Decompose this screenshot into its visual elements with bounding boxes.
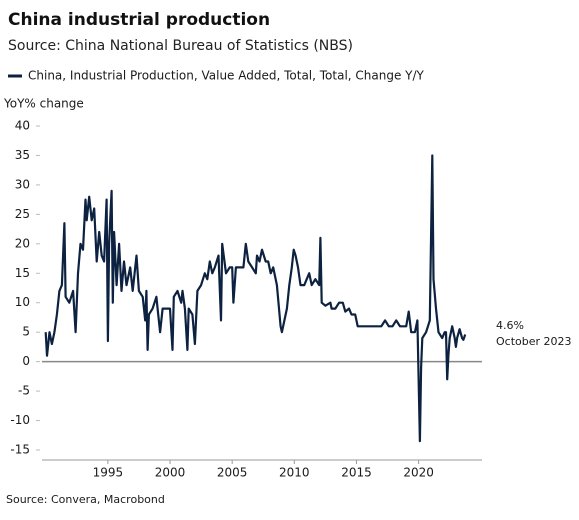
source-note: Source: Convera, Macrobond	[6, 493, 165, 506]
legend-label: China, Industrial Production, Value Adde…	[28, 69, 425, 83]
chart-subtitle: Source: China National Bureau of Statist…	[8, 38, 353, 54]
annotation-value: 4.6%	[496, 319, 524, 332]
series-line	[44, 154, 467, 443]
y-tick-label: 10	[15, 295, 30, 309]
y-tick-label: 30	[15, 177, 30, 191]
y-tick-label: 5	[22, 325, 30, 339]
y-tick-label: 15	[15, 266, 30, 280]
x-tick-label: 2010	[279, 466, 310, 480]
x-tick-label: 2020	[403, 466, 434, 480]
x-tick-label: 2000	[155, 466, 186, 480]
y-tick-label: 0	[22, 354, 30, 368]
annotation-date: October 2023	[496, 335, 572, 348]
y-tick-label: 20	[15, 236, 30, 250]
y-tick-label: -15	[10, 443, 30, 457]
chart-title: China industrial production	[8, 10, 270, 30]
y-tick-label: -10	[10, 413, 30, 427]
y-tick-label: 40	[15, 119, 30, 133]
y-tick-label: -5	[18, 384, 30, 398]
x-tick-label: 1995	[93, 466, 124, 480]
x-tick-label: 2005	[217, 466, 248, 480]
y-tick-label: 25	[15, 207, 30, 221]
x-tick-label: 2015	[341, 466, 372, 480]
y-tick-label: 35	[15, 148, 30, 162]
y-axis-label: YoY% change	[3, 97, 84, 111]
